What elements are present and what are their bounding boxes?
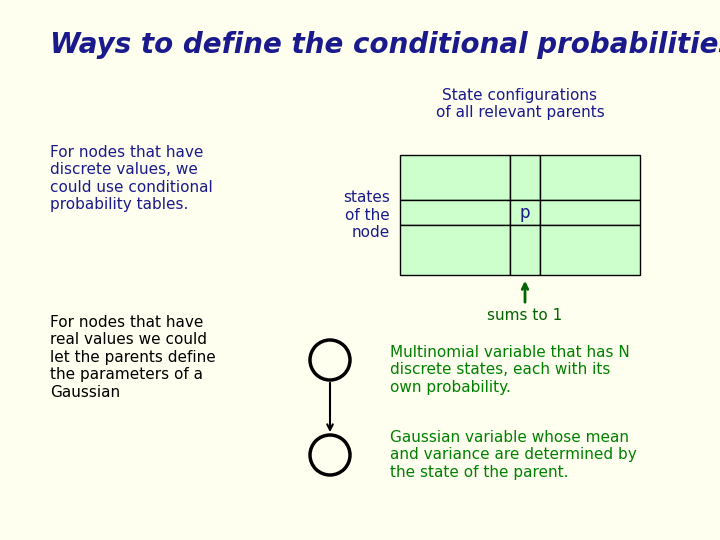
Text: states
of the
node: states of the node — [343, 190, 390, 240]
Bar — [400, 225, 510, 275]
Bar — [540, 155, 640, 200]
Bar — [510, 200, 540, 225]
Text: Multinomial variable that has N
discrete states, each with its
own probability.: Multinomial variable that has N discrete… — [390, 345, 630, 395]
Bar — [400, 155, 510, 200]
Text: Gaussian variable whose mean
and variance are determined by
the state of the par: Gaussian variable whose mean and varianc… — [390, 430, 636, 480]
Bar — [510, 225, 540, 275]
Bar — [540, 225, 640, 275]
Bar — [400, 200, 510, 225]
Text: State configurations
of all relevant parents: State configurations of all relevant par… — [436, 88, 604, 120]
Circle shape — [310, 435, 350, 475]
Text: For nodes that have
real values we could
let the parents define
the parameters o: For nodes that have real values we could… — [50, 315, 216, 400]
Bar — [540, 200, 640, 225]
Text: Ways to define the conditional probabilities: Ways to define the conditional probabili… — [50, 31, 720, 59]
Text: p: p — [520, 204, 530, 221]
Bar — [510, 155, 540, 200]
Circle shape — [310, 340, 350, 380]
Text: For nodes that have
discrete values, we
could use conditional
probability tables: For nodes that have discrete values, we … — [50, 145, 212, 212]
Text: sums to 1: sums to 1 — [487, 308, 562, 323]
